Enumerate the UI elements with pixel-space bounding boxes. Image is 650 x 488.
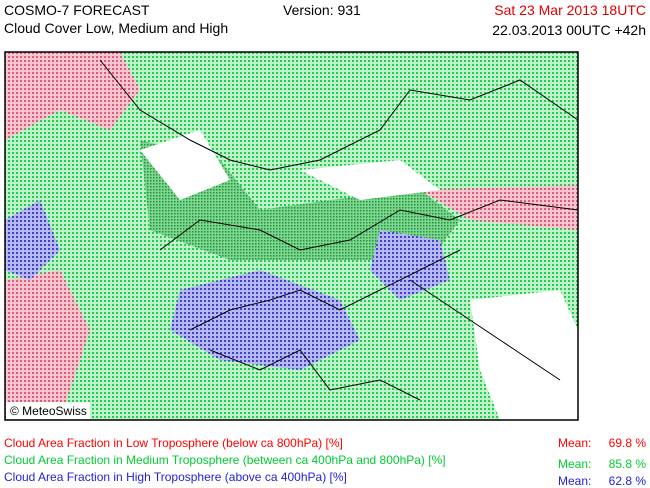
high-cloud-area xyxy=(170,270,360,370)
mean-label: Mean: xyxy=(558,457,592,471)
mean-value: 69.8 % xyxy=(608,436,646,450)
clear-area xyxy=(300,160,440,200)
mean-label: Mean: xyxy=(558,474,592,488)
map-frame xyxy=(4,51,579,421)
legend-label: Cloud Area Fraction in High Troposphere … xyxy=(4,470,347,484)
clear-area xyxy=(470,290,578,420)
borders xyxy=(99,59,579,401)
low-cloud-area xyxy=(5,52,140,140)
title: COSMO-7 FORECAST xyxy=(4,2,150,18)
low-cloud-area xyxy=(420,185,578,230)
legend-label: Cloud Area Fraction in Medium Tropospher… xyxy=(4,453,446,467)
credit-box xyxy=(6,402,90,419)
low-cloud-area xyxy=(5,270,90,420)
mean-label: Mean: xyxy=(558,436,592,450)
map: © MeteoSwiss xyxy=(4,51,579,421)
valid-time: Sat 23 Mar 2013 18UTC xyxy=(494,2,646,18)
mean-value: 62.8 % xyxy=(608,474,646,488)
subtitle: Cloud Cover Low, Medium and High xyxy=(4,20,229,36)
run-time: 22.03.2013 00UTC +42h xyxy=(492,22,646,38)
high-cloud-area xyxy=(5,200,60,280)
version: Version: 931 xyxy=(283,2,361,18)
mean-value: 85.8 % xyxy=(608,457,646,471)
high-cloud-area xyxy=(370,230,450,300)
clear-area xyxy=(140,130,230,200)
legend-label: Cloud Area Fraction in Low Troposphere (… xyxy=(4,436,343,450)
credit: © MeteoSwiss xyxy=(10,404,87,418)
